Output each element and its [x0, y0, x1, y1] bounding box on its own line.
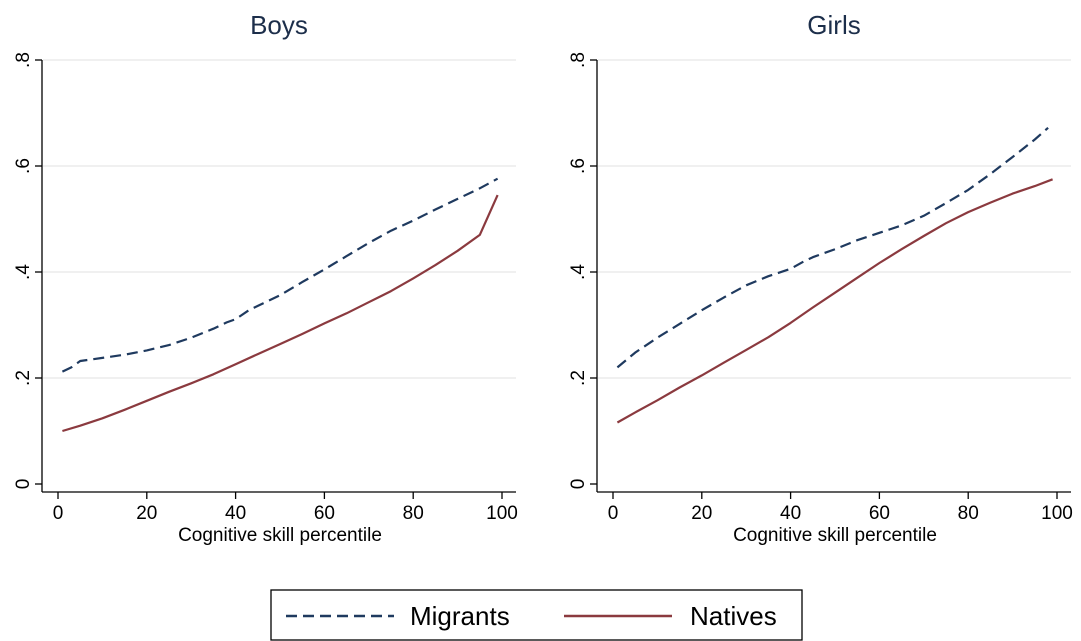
legend-label-migrants: Migrants	[410, 601, 510, 631]
boys-title: Boys	[250, 10, 308, 40]
girls-ytick-label-1: .2	[568, 370, 589, 386]
boys-xtick-label-2: 40	[225, 503, 246, 524]
girls-title: Girls	[807, 10, 860, 40]
boys-ytick-label-0: 0	[13, 479, 34, 490]
girls-ytick-label-0: 0	[568, 479, 589, 490]
girls-ytick-label-4: .8	[568, 52, 589, 68]
girls-xtick-label-2: 40	[780, 503, 801, 524]
boys-xtick-label-5: 100	[486, 503, 518, 524]
girls-ytick-label-2: .4	[568, 264, 589, 280]
boys-series-migrants-line	[61, 177, 499, 373]
girls-xtick-label-4: 80	[958, 503, 979, 524]
boys-xtick-label-1: 20	[136, 503, 157, 524]
girls-xtick-label-3: 60	[869, 503, 890, 524]
legend: Migrants Natives	[270, 589, 803, 641]
girls-series-natives-line	[616, 178, 1053, 424]
boys-xtick-label-0: 0	[53, 503, 64, 524]
boys-ytick-label-1: .2	[13, 370, 34, 386]
girls-series-migrants-line	[616, 126, 1049, 369]
boys-ytick-label-4: .8	[13, 52, 34, 68]
girls-xtick-label-5: 100	[1041, 503, 1073, 524]
boys-ytick-label-3: .6	[13, 158, 34, 174]
girls-xtick-label-0: 0	[608, 503, 619, 524]
boys-ytick-label-2: .4	[13, 264, 34, 280]
girls-xtick-label-1: 20	[691, 503, 712, 524]
boys-series-natives-line	[62, 194, 499, 433]
girls-ytick-label-3: .6	[568, 158, 589, 174]
girls-xlabel: Cognitive skill percentile	[733, 525, 937, 546]
panel-boys: 0 .2 .4 .6 .8 0 20 40 60 80 100 Boys Cognitive skill…	[13, 10, 518, 546]
panel-girls: 0 .2 .4 .6 .8 0 20 40 60 80 100 Girls Cognitive skil…	[568, 10, 1073, 546]
boys-xtick-label-4: 80	[403, 503, 424, 524]
boys-xtick-label-3: 60	[314, 503, 335, 524]
legend-label-natives: Natives	[690, 601, 777, 631]
boys-xlabel: Cognitive skill percentile	[178, 525, 382, 546]
